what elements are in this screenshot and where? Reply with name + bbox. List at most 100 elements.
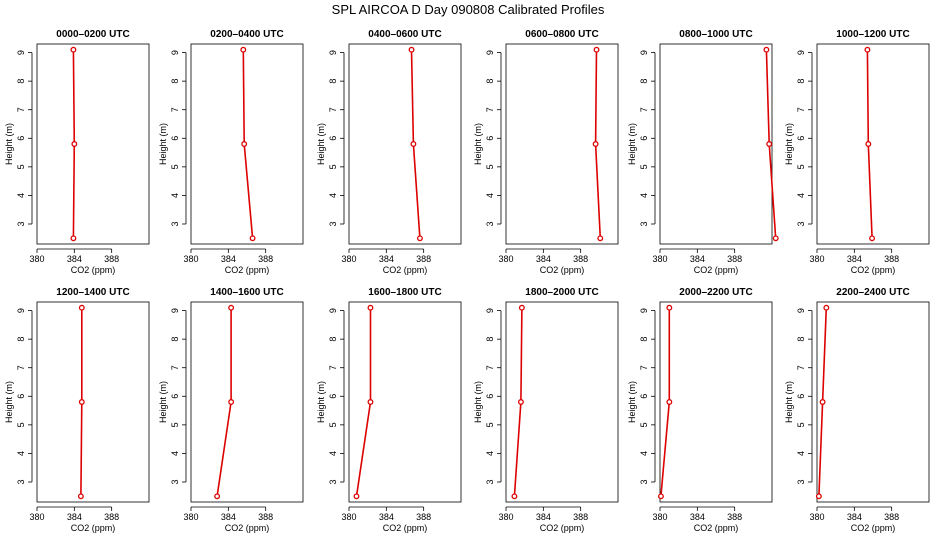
y-axis-label: Height (m) [627,123,637,165]
x-axis-label: CO2 (ppm) [71,523,116,533]
x-axis-label: CO2 (ppm) [851,265,896,275]
x-tick-label: 384 [536,254,551,264]
y-tick-label: 9 [328,50,338,55]
x-tick-label: 388 [258,512,273,522]
panel-title: 2200–2400 UTC [836,287,909,298]
x-axis-label: CO2 (ppm) [540,265,585,275]
y-tick-label: 7 [16,365,26,370]
y-axis-label: Height (m) [4,381,14,423]
y-tick-label: 6 [328,394,338,399]
x-tick-label: 380 [498,254,513,264]
x-tick-label: 380 [652,254,667,264]
x-tick-label: 388 [727,254,742,264]
y-tick-label: 6 [639,136,649,141]
x-tick-label: 380 [652,512,667,522]
x-tick-label: 384 [847,254,862,264]
y-tick-label: 9 [16,308,26,313]
plot-frame [36,301,150,503]
panel-title: 1400–1600 UTC [210,287,283,298]
x-tick-label: 380 [341,254,356,264]
y-tick-label: 6 [16,394,26,399]
profile-point [249,235,256,242]
y-tick-label: 3 [170,221,180,226]
profile-point [241,141,248,147]
y-tick-label: 6 [796,136,806,141]
profile-point [511,493,518,500]
y-tick-label: 3 [485,221,495,226]
plot-frame [190,43,304,245]
y-tick-label: 6 [485,394,495,399]
panel-title: 0200–0400 UTC [210,29,283,40]
y-tick-label: 3 [16,221,26,226]
x-axis-label: CO2 (ppm) [383,523,428,533]
y-tick-label: 4 [328,451,338,456]
y-tick-label: 4 [16,451,26,456]
y-tick-label: 7 [796,107,806,112]
x-tick-label: 384 [221,254,236,264]
y-axis-label: Height (m) [784,381,794,423]
plot-frame [36,43,150,245]
profile-point [666,304,673,311]
x-tick-label: 380 [809,512,824,522]
y-axis-label: Height (m) [158,381,168,423]
profile-point [517,399,524,405]
y-tick-label: 8 [639,79,649,84]
y-tick-label: 4 [796,451,806,456]
y-tick-label: 6 [485,136,495,141]
x-tick-label: 380 [29,254,44,264]
y-axis-label: Height (m) [316,381,326,423]
y-tick-label: 5 [796,422,806,427]
y-tick-label: 5 [485,422,495,427]
y-tick-label: 8 [485,79,495,84]
x-tick-label: 384 [67,512,82,522]
x-axis-label: CO2 (ppm) [383,265,428,275]
y-axis-label: Height (m) [4,123,14,165]
y-tick-label: 6 [796,394,806,399]
y-tick-label: 5 [16,164,26,169]
y-tick-label: 3 [796,479,806,484]
y-axis-label: Height (m) [627,381,637,423]
y-tick-label: 7 [639,107,649,112]
y-tick-label: 8 [16,337,26,342]
plot-frame [348,301,462,503]
y-tick-label: 7 [170,107,180,112]
y-tick-label: 9 [170,50,180,55]
y-tick-label: 9 [639,50,649,55]
profile-point [593,46,600,53]
y-tick-label: 8 [639,337,649,342]
profile-point [240,46,247,53]
profile-point [78,304,85,311]
y-tick-label: 4 [170,451,180,456]
x-tick-label: 388 [416,512,431,522]
y-tick-label: 7 [485,365,495,370]
profile-point [228,399,235,405]
y-tick-label: 3 [796,221,806,226]
y-tick-label: 4 [796,193,806,198]
y-tick-label: 4 [485,451,495,456]
x-tick-label: 388 [884,254,899,264]
y-axis-label: Height (m) [473,381,483,423]
y-tick-label: 6 [16,136,26,141]
y-tick-label: 9 [796,308,806,313]
x-tick-label: 384 [690,512,705,522]
panel-title: 0600–0800 UTC [525,29,598,40]
panel-title: 0000–0200 UTC [56,29,129,40]
panel-title: 1800–2000 UTC [525,287,598,298]
profile-point [657,493,664,500]
profile-point [410,141,417,147]
profile-point [518,304,525,311]
y-tick-label: 4 [170,193,180,198]
x-axis-label: CO2 (ppm) [225,265,270,275]
y-tick-label: 3 [639,221,649,226]
panel-title: 0400–0600 UTC [368,29,441,40]
y-tick-label: 8 [796,79,806,84]
profile-point [367,399,374,405]
x-tick-label: 388 [573,254,588,264]
panel-title: 1200–1400 UTC [56,287,129,298]
y-tick-label: 3 [328,479,338,484]
y-axis-label: Height (m) [473,123,483,165]
